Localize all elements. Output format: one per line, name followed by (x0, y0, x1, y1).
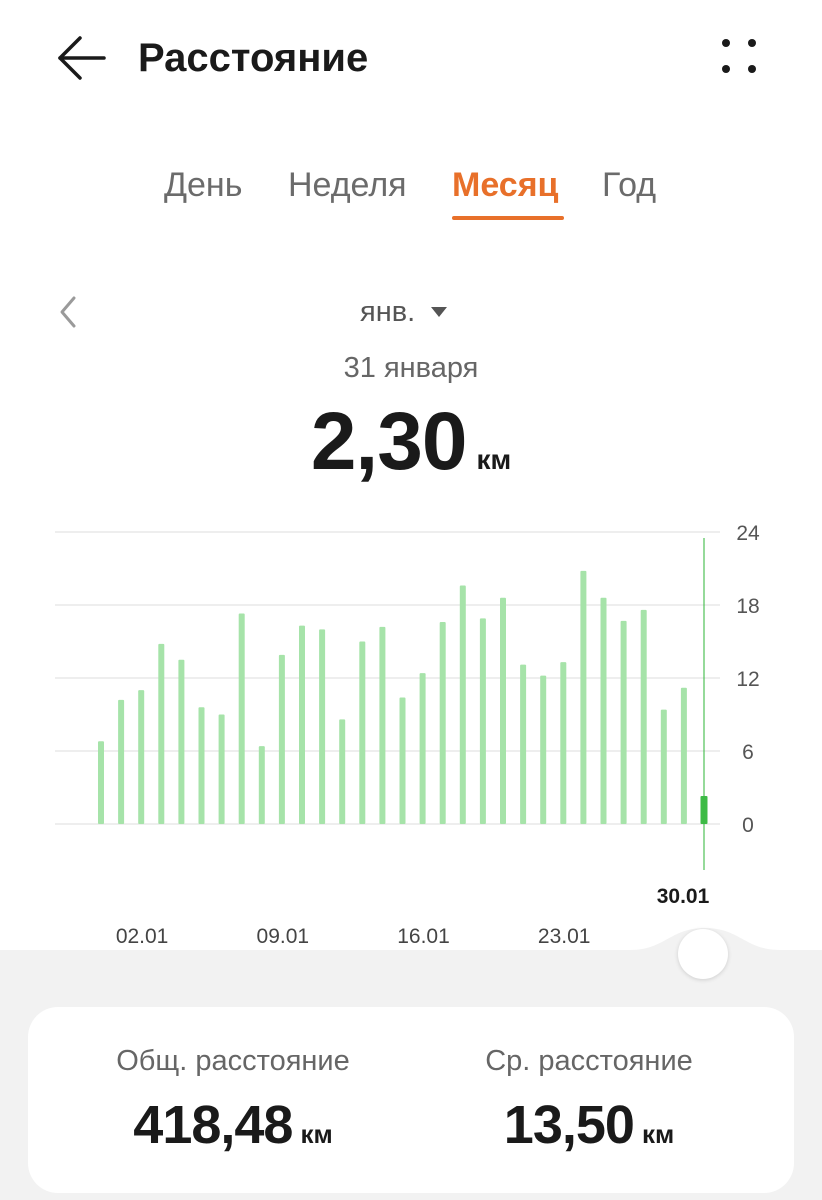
bar (138, 690, 145, 824)
top-app-bar: Расстояние (0, 0, 822, 120)
period-navigator: янв. (0, 284, 822, 340)
bar (278, 654, 285, 824)
tab-month[interactable]: Месяц (452, 166, 559, 204)
active-tab-indicator (452, 216, 564, 220)
y-tick-label: 6 (742, 741, 754, 764)
bar (399, 697, 406, 824)
bar (238, 613, 245, 824)
cursor-date-label: 30.01 (657, 885, 710, 908)
total-distance-label: Общ. расстояние (116, 1045, 350, 1077)
bar (540, 675, 547, 824)
tab-week[interactable]: Неделя (288, 166, 407, 204)
x-tick-label: 16.01 (397, 925, 450, 948)
bar (660, 709, 667, 824)
y-tick-label: 18 (736, 595, 759, 618)
average-distance-stat: Ср. расстояние 13,50 км (424, 1045, 754, 1156)
distance-bar-chart[interactable]: 0 6 12 18 24 30.01 02.01 09.01 16.01 23.01 (0, 500, 822, 950)
chart-scrubber-handle[interactable] (678, 929, 728, 979)
x-tick-label: 09.01 (257, 925, 310, 948)
page-title: Расстояние (138, 36, 369, 80)
bar (419, 673, 426, 824)
bar (198, 707, 205, 824)
average-distance-value: 13,50 (503, 1095, 635, 1155)
total-distance-stat: Общ. расстояние 418,48 км (68, 1045, 398, 1156)
back-button[interactable] (52, 30, 112, 86)
period-tabs: День Неделя Месяц Год (0, 160, 822, 230)
total-distance-unit: км (300, 1119, 333, 1149)
bar (479, 618, 486, 824)
bar (258, 746, 265, 824)
bar (319, 629, 326, 824)
x-tick-label: 23.01 (538, 925, 591, 948)
month-dropdown[interactable]: янв. (360, 288, 448, 336)
selected-value-row: 2,30 км (0, 395, 822, 489)
bar (158, 643, 165, 824)
average-distance-label: Ср. расстояние (485, 1045, 693, 1077)
bar (500, 597, 506, 824)
arrow-left-icon (58, 36, 106, 80)
y-tick-label: 0 (742, 814, 754, 837)
bar (620, 620, 627, 824)
month-label: янв. (360, 295, 416, 328)
bar (680, 687, 687, 824)
bar (218, 714, 225, 824)
bar (178, 659, 185, 824)
bar (98, 741, 104, 824)
bar (439, 622, 446, 824)
tab-year[interactable]: Год (602, 166, 657, 204)
more-options-button[interactable] (712, 30, 768, 86)
bar (359, 641, 366, 824)
bar (580, 570, 587, 824)
average-distance-unit: км (641, 1119, 675, 1149)
bar (520, 664, 527, 824)
selected-distance-unit: км (476, 444, 512, 475)
bar (459, 585, 466, 824)
bar (560, 662, 567, 824)
bar (600, 597, 607, 824)
summary-card: Общ. расстояние 418,48 км Ср. расстояние … (28, 1007, 794, 1193)
bar (299, 625, 305, 824)
bar (379, 626, 386, 824)
more-dots-icon (722, 39, 756, 73)
chevron-left-icon (60, 296, 76, 328)
tab-day[interactable]: День (164, 166, 243, 204)
y-tick-label: 24 (736, 522, 760, 545)
x-tick-label: 02.01 (116, 925, 169, 948)
y-tick-label: 12 (736, 668, 759, 691)
bar (118, 699, 125, 824)
selected-date: 31 января (343, 352, 479, 384)
selected-distance-value: 2,30 (310, 396, 468, 487)
bar (339, 719, 346, 824)
previous-period-button[interactable] (50, 290, 90, 334)
caret-down-icon (431, 307, 448, 317)
bar (640, 609, 647, 824)
total-distance-value: 418,48 (133, 1095, 293, 1155)
